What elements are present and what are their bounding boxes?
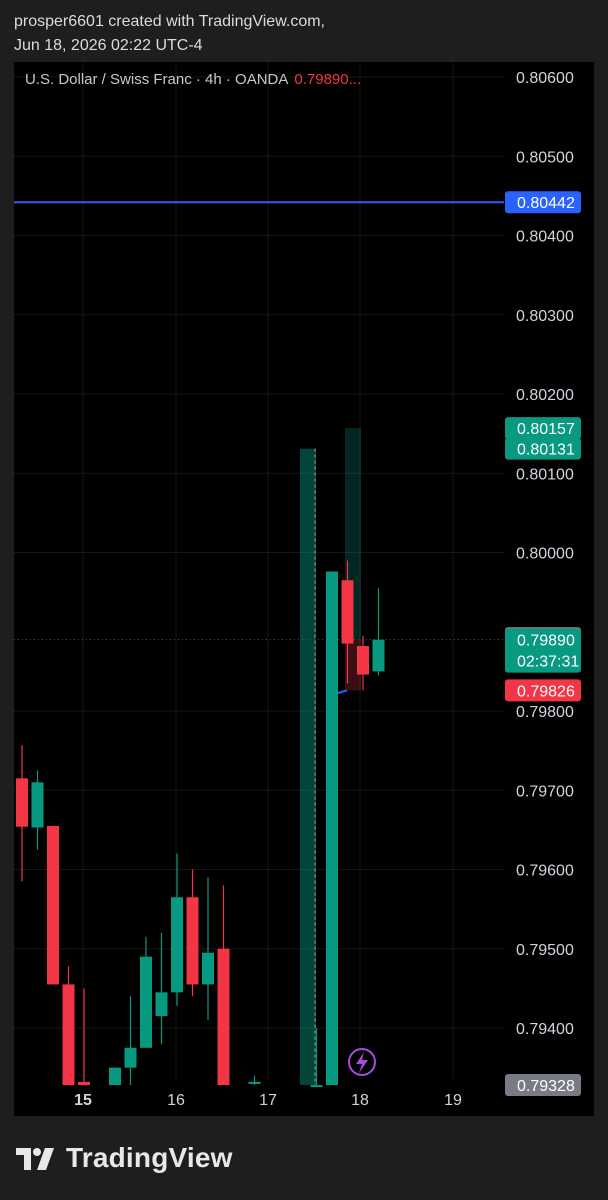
candle-body[interactable] (124, 1047, 137, 1068)
price-tag-bg[interactable] (505, 1074, 581, 1097)
current-price-tag: 0.79890 (517, 633, 575, 650)
time-axis-label: 16 (167, 1092, 185, 1109)
price-axis-label: 0.79400 (516, 1021, 574, 1038)
price-tag: 0.79826 (517, 683, 575, 700)
price-axis-label: 0.80000 (516, 546, 574, 563)
candle-body[interactable] (155, 992, 168, 1017)
position-zone-target (300, 448, 316, 1086)
chart-panel[interactable]: 0.80600 0.80500 0.80400 0.80300 0.80200 0.801… (14, 62, 594, 1116)
candle-body[interactable] (62, 984, 75, 1086)
tradingview-wordmark: TradingView (66, 1142, 233, 1173)
current-price-tag-bg[interactable] (505, 628, 581, 673)
price-axis-label: 0.79800 (516, 704, 574, 721)
price-tag: 0.80157 (517, 421, 575, 438)
price-axis-label: 0.79700 (516, 783, 574, 800)
candle-body[interactable] (326, 571, 338, 1086)
time-axis-label: 17 (259, 1092, 277, 1109)
alert-lightning-icon[interactable] (348, 1048, 376, 1076)
price-axis-label: 0.80100 (516, 466, 574, 483)
price-tag: 0.79328 (517, 1078, 575, 1095)
candlestick-chart[interactable]: 0.80600 0.80500 0.80400 0.80300 0.80200 0.801… (14, 62, 594, 1116)
price-axis-label: 0.79600 (516, 863, 574, 880)
candle-body[interactable] (248, 1081, 261, 1084)
author-line: prosper6601 created with TradingView.com… (14, 13, 325, 30)
candle-body[interactable] (16, 778, 28, 827)
candle-body[interactable] (140, 956, 152, 1048)
candle-body[interactable] (31, 782, 44, 828)
candle-body[interactable] (341, 580, 354, 644)
candle-body[interactable] (47, 825, 59, 985)
candle-body[interactable] (217, 948, 230, 1086)
header: prosper6601 created with TradingView.com… (14, 10, 325, 58)
horizontal-line-price-tag-bg[interactable] (505, 191, 581, 214)
candle-body[interactable] (357, 646, 369, 675)
lightning-glyph (356, 1052, 368, 1073)
price-tag-bg[interactable] (505, 437, 581, 460)
time-axis-label: 19 (444, 1092, 462, 1109)
candle-body[interactable] (202, 952, 214, 985)
symbol-title: U.S. Dollar / Swiss Franc · 4h · OANDA (25, 71, 289, 88)
candle-body[interactable] (109, 1067, 121, 1086)
time-axis-label: 15 (74, 1092, 92, 1109)
price-axis-label: 0.80200 (516, 387, 574, 404)
symbol-legend: U.S. Dollar / Swiss Franc · 4h · OANDA 0.… (25, 71, 361, 88)
time-axis-label: 18 (351, 1092, 369, 1109)
chart-background (14, 62, 594, 1116)
price-axis-label: 0.80400 (516, 229, 574, 246)
tradingview-logo-icon (16, 1148, 54, 1170)
candle-body[interactable] (78, 1081, 90, 1086)
price-axis-label: 0.79500 (516, 942, 574, 959)
price-axis-label: 0.80500 (516, 149, 574, 166)
timestamp-line: Jun 18, 2026 02:22 UTC-4 (14, 37, 203, 54)
horizontal-line-price-tag: 0.80442 (517, 195, 575, 212)
price-tag: 0.80131 (517, 442, 575, 459)
price-tag-bg[interactable] (505, 679, 581, 702)
candle-body[interactable] (186, 897, 199, 985)
tradingview-footer: TradingView (16, 1142, 233, 1174)
legend-price: 0.79890... (294, 71, 362, 88)
candle-body[interactable] (171, 897, 183, 993)
price-axis-label: 0.80300 (516, 308, 574, 325)
candle-body[interactable] (310, 1085, 323, 1088)
bar-countdown-timer: 02:37:31 (517, 654, 579, 671)
price-axis-label: 0.80600 (516, 70, 574, 87)
price-tag-bg[interactable] (505, 417, 581, 440)
candle-body[interactable] (372, 639, 385, 672)
